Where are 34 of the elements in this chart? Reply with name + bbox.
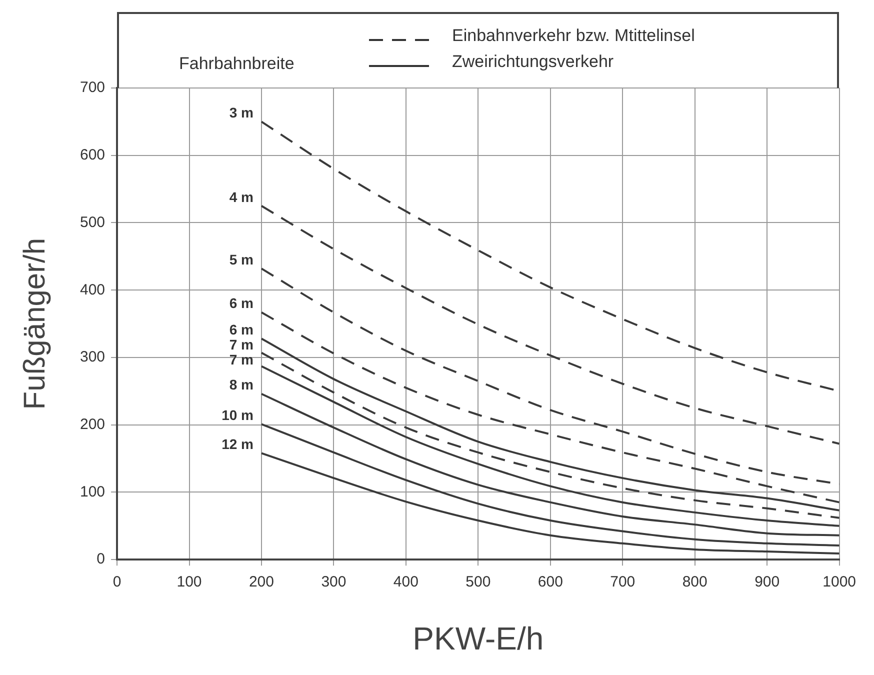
x-tick-label: 100 [176, 574, 202, 591]
y-tick-label: 400 [80, 281, 106, 298]
x-tick-label: 1000 [822, 574, 856, 591]
y-tick-label: 0 [96, 550, 106, 568]
y-tick-label: 600 [80, 146, 106, 164]
x-tick-label: 500 [466, 574, 491, 591]
x-tick-label: 700 [610, 574, 636, 591]
series-label: 7 m [229, 351, 254, 368]
y-axis-title: Fußgänger/h [18, 238, 52, 410]
series-label: 3 m [229, 104, 254, 121]
series-label: 10 m [222, 407, 254, 424]
y-tick-label: 500 [80, 214, 106, 231]
series-label: 7 m [229, 336, 254, 352]
y-tick-label: 300 [80, 348, 106, 366]
text: Einbahnverkehr bzw. Mtittelinsel [452, 26, 695, 46]
series-label: 12 m [222, 436, 254, 452]
series-label: 5 m [229, 251, 254, 268]
series-label: 8 m [229, 376, 254, 393]
x-axis-title: PKW-E/h [412, 620, 544, 657]
x-tick-label: 200 [248, 574, 274, 591]
x-tick-label: 400 [393, 574, 418, 591]
x-tick-label: 600 [538, 574, 563, 591]
text: Zweirichtungsverkehr [452, 52, 614, 72]
x-tick-label: 0 [112, 574, 122, 591]
series-label: 6 m [229, 295, 254, 312]
y-tick-label: 100 [80, 483, 106, 500]
text: Fahrbahnbreite [179, 54, 294, 74]
y-tick-label: 200 [80, 416, 106, 433]
x-tick-label: 900 [754, 574, 780, 591]
x-tick-label: 300 [321, 574, 346, 591]
x-tick-label: 800 [682, 574, 708, 591]
y-tick-label: 700 [80, 79, 106, 96]
series-label: 4 m [229, 188, 254, 205]
series-label: 6 m [229, 321, 254, 338]
